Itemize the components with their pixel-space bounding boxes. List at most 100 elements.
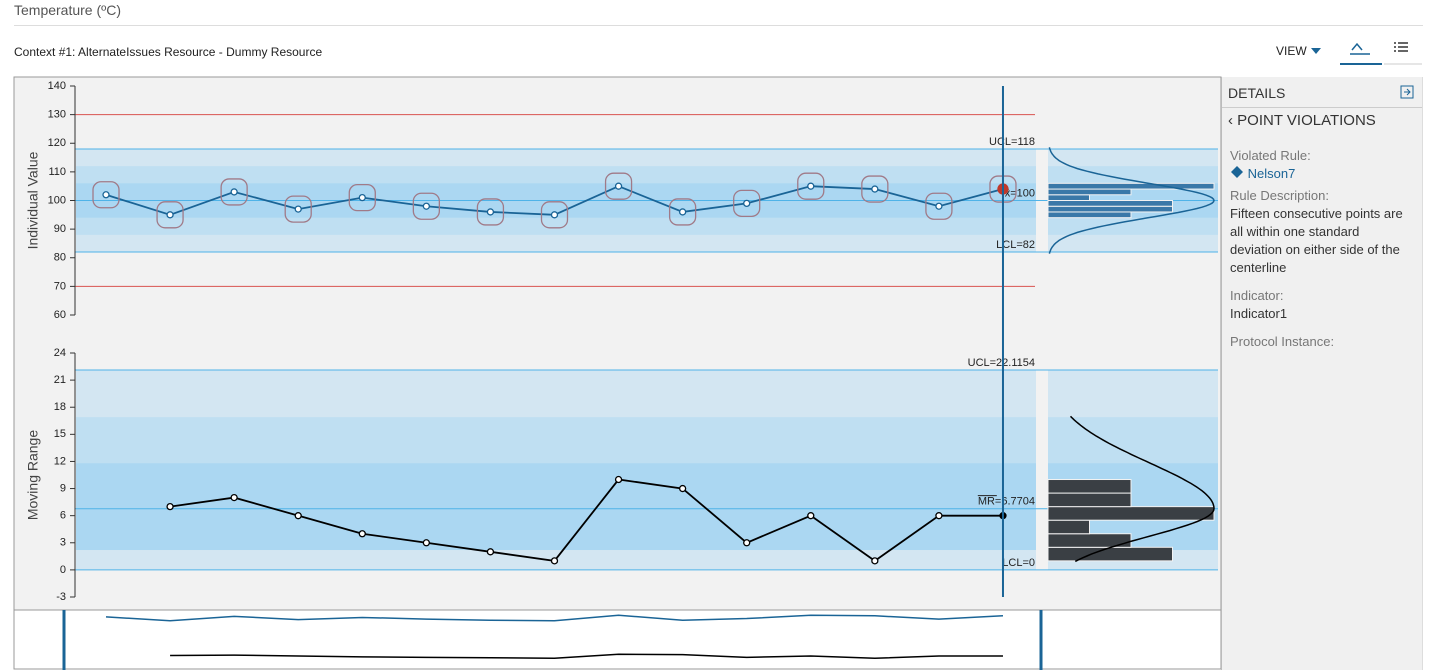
data-point: [422, 539, 431, 547]
control-limit-label: LCL=0: [1002, 557, 1035, 569]
overview-panel: [13, 609, 1222, 670]
overview-line: [105, 614, 1004, 622]
axis-title: Individual Value: [25, 151, 41, 249]
data-point: [743, 199, 751, 208]
y-tick-label: 21: [54, 374, 66, 386]
chart-view-button[interactable]: [1340, 38, 1382, 66]
data-point: [935, 202, 943, 210]
data-point: [614, 182, 623, 190]
y-tick-label: 130: [48, 109, 66, 121]
rule-name: Nelson7: [1247, 166, 1296, 181]
histogram-bar: [1047, 205, 1173, 213]
y-tick-label: 12: [54, 455, 66, 467]
violation-highlight: [476, 198, 505, 226]
data-point: [935, 512, 943, 520]
context-label: Context #1: AlternateIssues Resource - D…: [14, 45, 323, 59]
data-point: [358, 193, 366, 202]
data-point: [743, 539, 751, 547]
section-title: POINT VIOLATIONS: [1237, 112, 1376, 129]
data-point: [678, 208, 687, 216]
y-tick-label: 100: [48, 194, 66, 206]
violation-highlight: [92, 181, 120, 209]
distribution-curve: [1069, 415, 1215, 563]
histogram-bar: [1047, 546, 1173, 562]
control-limit-label: UCL=118: [989, 136, 1035, 148]
data-point: [614, 475, 623, 484]
histogram-bar: [1047, 194, 1090, 201]
violation-highlight: [156, 201, 184, 229]
axis-title: Moving Range: [25, 430, 41, 520]
data-point: [807, 512, 815, 520]
histogram-bar: [1047, 211, 1132, 219]
collapse-button[interactable]: [1400, 85, 1414, 99]
data-point: [102, 191, 110, 199]
control-limit-label: UCL=22.1154: [968, 357, 1035, 369]
divider: [14, 25, 1423, 26]
violation-highlight: [925, 192, 953, 220]
rule-link[interactable]: Nelson7: [1230, 165, 1414, 183]
list-view-button[interactable]: [1384, 38, 1422, 66]
y-tick-label: 70: [54, 280, 66, 292]
indicator-label: Indicator:: [1230, 288, 1284, 303]
data-point: [871, 557, 879, 565]
histogram-bar: [1047, 506, 1215, 521]
view-menu[interactable]: VIEW: [1276, 44, 1322, 58]
y-tick-label: 80: [54, 252, 66, 264]
y-tick-label: 18: [54, 401, 66, 413]
details-title: DETAILS: [1228, 85, 1286, 101]
data-point: [166, 211, 174, 219]
violation-highlight: [284, 195, 312, 223]
data-point: [678, 484, 687, 493]
description: Fifteen consecutive points are all withi…: [1230, 206, 1403, 275]
y-tick-label: 110: [48, 166, 66, 178]
violation-highlight: [604, 172, 633, 200]
description-label: Rule Description:: [1230, 188, 1329, 203]
data-point: [166, 502, 174, 511]
data-point: [550, 557, 559, 565]
overview-line: [170, 653, 1003, 659]
y-tick-label: 60: [54, 309, 66, 321]
back-link[interactable]: ‹ POINT VIOLATIONS: [1228, 112, 1376, 129]
data-point: [550, 211, 559, 219]
indicator: Indicator1: [1230, 306, 1288, 321]
violation-highlight: [412, 192, 441, 220]
histogram-bar: [1047, 519, 1090, 535]
protocol-label: Protocol Instance:: [1230, 334, 1335, 349]
y-tick-label: 120: [48, 137, 66, 149]
view-label: VIEW: [1276, 44, 1307, 58]
histogram-bar: [1047, 492, 1132, 508]
control-limit-label: x̄=100: [1005, 187, 1035, 199]
violation-highlight: [668, 198, 697, 226]
y-tick-label: 9: [60, 482, 66, 494]
y-tick-label: 24: [54, 347, 66, 359]
histogram-bar: [1047, 182, 1215, 190]
control-limit-label: MR=6.7704: [978, 496, 1035, 508]
series-line: [169, 478, 1003, 562]
distribution-curve: [1048, 147, 1215, 254]
control-limit-label: LCL=82: [996, 239, 1035, 251]
rule-label: Violated Rule:: [1230, 148, 1311, 163]
data-point: [230, 493, 238, 502]
page-title: Temperature (ºC): [14, 2, 122, 18]
data-point: [230, 188, 238, 196]
y-tick-label: 90: [54, 223, 66, 235]
data-point: [807, 182, 815, 190]
violation-highlight: [220, 178, 248, 206]
violation-highlight: [348, 183, 376, 212]
details-panel: DETAILS ‹ POINT VIOLATIONS Violated Rule…: [1221, 77, 1423, 670]
gap: [1036, 349, 1048, 601]
y-tick-label: 15: [54, 428, 66, 440]
violation-highlight: [797, 172, 825, 200]
y-tick-label: 6: [60, 510, 66, 522]
histogram-bar: [1047, 200, 1173, 207]
details-header: DETAILS: [1222, 77, 1422, 108]
data-point: [294, 205, 302, 213]
data-point: [422, 202, 431, 210]
y-tick-label: 140: [48, 80, 66, 92]
y-tick-label: 0: [60, 564, 66, 576]
data-point: [294, 512, 302, 520]
data-point: [358, 530, 366, 538]
data-point: [486, 208, 495, 216]
histogram-bar: [1047, 479, 1132, 494]
